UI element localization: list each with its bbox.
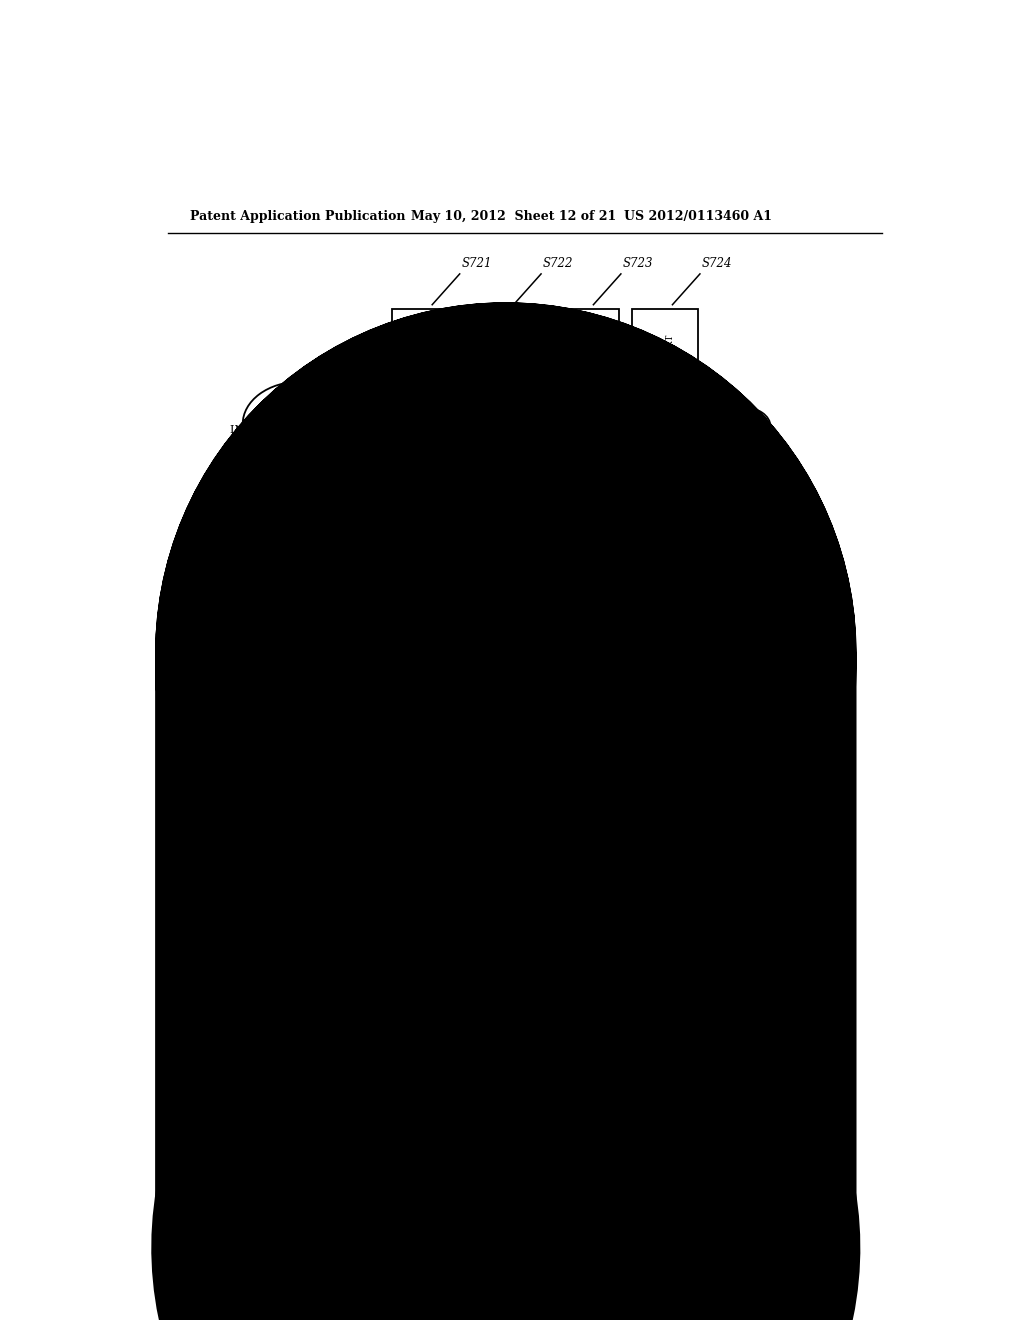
Text: STORE STROKE ID, DOCUMENT ID, PAGE
NUMBER AND STROKE INFORMATION
ASSOCIATED WITH: STORE STROKE ID, DOCUMENT ID, PAGE NUMBE…	[570, 329, 601, 527]
Text: May 10, 2012  Sheet 12 of 21: May 10, 2012 Sheet 12 of 21	[411, 210, 616, 223]
Text: ACQUIRE DOCUMENT ID, PAGE NUMBER
AND PRINT SETTINGS BASED ON
IDENTIFICATION INFO: ACQUIRE DOCUMENT ID, PAGE NUMBER AND PRI…	[490, 329, 521, 528]
Ellipse shape	[243, 381, 357, 466]
Bar	[632, 671, 697, 855]
Text: S623: S623	[701, 623, 732, 636]
Text: SEND STROKE INFORMATION
REGISTRATION COMPLETION REPORT: SEND STROKE INFORMATION REGISTRATION COM…	[654, 335, 675, 521]
Text: DIGITAL PEN: DIGITAL PEN	[254, 758, 332, 768]
Text: RECEIVE IDENTIFICATION INFORMATION,
STROKE INFORMATION AND PEN ID: RECEIVE IDENTIFICATION INFORMATION, STRO…	[415, 325, 434, 531]
Text: ACQUIRE IDENTIFICATION INFORMATION,
STROKE INFORMATION AND PEN ID: ACQUIRE IDENTIFICATION INFORMATION, STRO…	[415, 659, 434, 867]
Bar	[473, 309, 539, 548]
Bar	[473, 671, 539, 855]
Ellipse shape	[715, 743, 770, 781]
Text: S622: S622	[543, 623, 573, 636]
Text: RECEIVE STROKE INFORMATION
REGISTRATION COMPLETION REPORT: RECEIVE STROKE INFORMATION REGISTRATION …	[654, 669, 675, 857]
Text: S721: S721	[461, 257, 492, 271]
Bar	[632, 309, 697, 548]
Text: S722: S722	[543, 257, 573, 271]
Ellipse shape	[243, 739, 343, 785]
Text: Patent Application Publication: Patent Application Publication	[190, 210, 406, 223]
Bar	[391, 671, 458, 855]
Text: END: END	[728, 420, 757, 433]
Text: US 2012/0113460 A1: US 2012/0113460 A1	[624, 210, 772, 223]
Text: FIG.12: FIG.12	[206, 1047, 279, 1064]
Text: HANDWRITING
INFORMATION SERVER: HANDWRITING INFORMATION SERVER	[229, 413, 371, 434]
Text: S724: S724	[701, 257, 732, 271]
Text: S723: S723	[623, 257, 653, 271]
Bar	[391, 309, 458, 548]
Text: S621: S621	[461, 623, 492, 636]
Text: SEND IDENTIFICATION INFORMATION,
STROKE INFORMATION AND PEN ID: SEND IDENTIFICATION INFORMATION, STROKE …	[496, 668, 516, 858]
Bar	[553, 309, 618, 548]
Text: END: END	[728, 756, 757, 770]
Ellipse shape	[715, 407, 770, 446]
